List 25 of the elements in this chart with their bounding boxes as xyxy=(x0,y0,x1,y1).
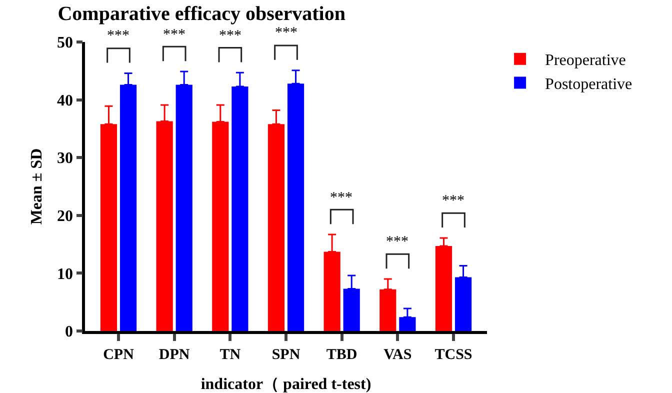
x-tick-label: CPN xyxy=(103,346,134,363)
y-tick-label: 30 xyxy=(57,150,74,168)
y-tick-label: 50 xyxy=(57,34,74,52)
x-tick-label: TN xyxy=(220,346,241,363)
y-tick-label: 20 xyxy=(57,208,74,225)
chart-title: Comparative efficacy observation xyxy=(58,2,346,25)
legend-label: Postoperative xyxy=(545,76,632,93)
text: *** xyxy=(275,25,298,41)
x-tick-label: DPN xyxy=(158,346,190,363)
annotation: *** xyxy=(386,234,408,250)
y-axis-title: Mean ± SD xyxy=(28,148,46,225)
annotation: *** xyxy=(107,28,130,44)
y-tick-label: 40 xyxy=(57,92,74,110)
x-tick-label: VAS xyxy=(384,346,412,363)
y-tick-label: 10 xyxy=(57,266,74,283)
x-tick-label: TBD xyxy=(326,346,358,363)
annotation: *** xyxy=(442,193,464,209)
x-tick-label: SPN xyxy=(272,346,300,363)
annotation: *** xyxy=(163,27,186,43)
x-axis-title: indicator（ paired t-test) xyxy=(200,376,372,393)
annotation: *** xyxy=(330,190,352,206)
x-tick-label: TCSS xyxy=(434,346,472,363)
legend-label: Preoperative xyxy=(545,52,626,70)
annotation: *** xyxy=(219,28,242,44)
y-tick-label: 0 xyxy=(65,324,74,341)
